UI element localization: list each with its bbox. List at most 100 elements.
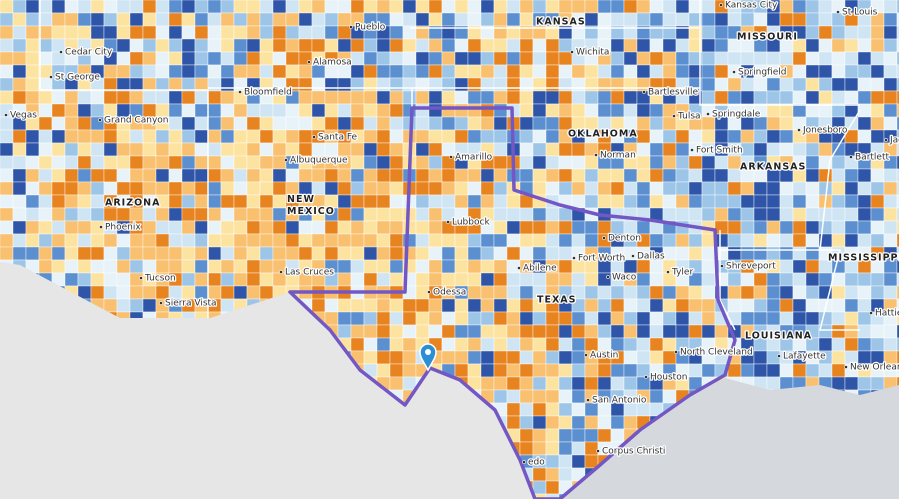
county [363,155,378,170]
county [740,233,755,248]
county [51,103,66,118]
county [129,25,144,40]
county [493,142,508,157]
county [883,90,898,105]
county [142,168,157,183]
county [532,350,547,365]
county [831,324,846,339]
county [519,389,534,404]
county [220,0,235,14]
county [389,220,404,235]
county [740,51,755,66]
county [558,103,573,118]
county [103,207,118,222]
county [896,51,899,66]
county [636,0,651,14]
county [506,51,521,66]
county [233,272,248,287]
county [207,220,222,235]
county [51,233,66,248]
county [688,311,703,326]
county [181,64,196,79]
county [389,324,404,339]
map-pin[interactable] [419,343,437,372]
county [740,246,755,261]
county [792,207,807,222]
county [480,350,495,365]
county [623,337,638,352]
county [428,324,443,339]
county [805,25,820,40]
county [597,103,612,118]
county [207,207,222,222]
county [870,77,885,92]
county [415,194,430,209]
county [311,116,326,131]
county [337,233,352,248]
county [753,12,768,27]
county [857,25,872,40]
county [246,129,261,144]
county [792,220,807,235]
county [272,207,287,222]
county [415,77,430,92]
county [558,168,573,183]
county [545,428,560,443]
county [779,103,794,118]
county [701,272,716,287]
county [506,298,521,313]
place-label: Grand Canyon [104,116,169,126]
county [584,415,599,430]
county [415,259,430,274]
place-dot [777,354,781,358]
county [480,116,495,131]
county [103,298,118,313]
county [454,246,469,261]
county [194,64,209,79]
county [701,298,716,313]
county [571,168,586,183]
county [233,64,248,79]
county [766,233,781,248]
county [558,259,573,274]
county [194,168,209,183]
county [207,25,222,40]
county [90,259,105,274]
county [649,38,664,53]
county [415,38,430,53]
county [649,259,664,274]
county [25,220,40,235]
county [38,12,53,27]
county [532,38,547,53]
county [38,181,53,196]
county [896,220,899,235]
county [376,51,391,66]
county [701,129,716,144]
county [194,103,209,118]
county [610,415,625,430]
county [844,324,859,339]
county [623,51,638,66]
county [805,38,820,53]
county [350,103,365,118]
county [233,142,248,157]
county [857,51,872,66]
county [415,285,430,300]
county [64,246,79,261]
county [350,38,365,53]
county [649,311,664,326]
county [207,285,222,300]
county [623,285,638,300]
county [207,233,222,248]
county [246,116,261,131]
county [246,194,261,209]
county [350,77,365,92]
county [545,311,560,326]
county [402,363,417,378]
county [558,38,573,53]
place-label: Lafayette [783,352,826,362]
county [558,415,573,430]
county [129,38,144,53]
county [350,220,365,235]
county [77,142,92,157]
